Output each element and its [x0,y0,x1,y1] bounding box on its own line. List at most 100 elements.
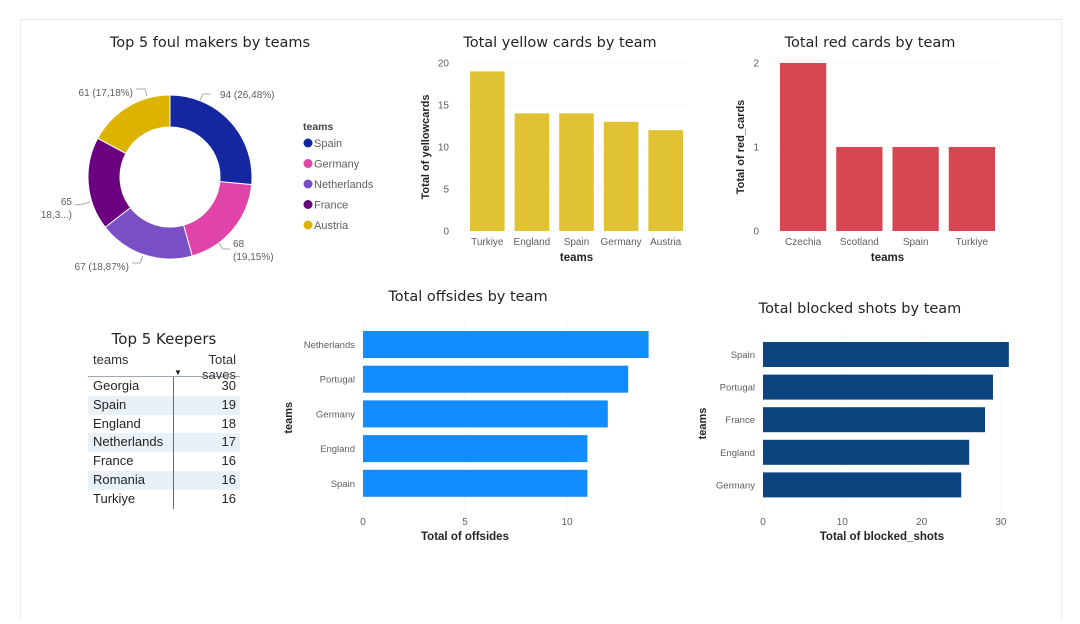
offsides-svg: 0 5 10 Netherlands Portugal Germany England Spa… [283,322,649,543]
bar-germany [603,121,639,231]
bar-turkiye [470,71,505,232]
legend-marker-netherlands [303,179,313,189]
table-row[interactable]: Georgia 30 [88,377,240,396]
y-tick-label: 2 [753,59,759,70]
y-axis-title: Total of yellowcards [420,95,432,200]
bar-spain [363,469,588,497]
cell-total-saves: 16 [221,490,236,506]
legend-marker-austria [303,220,313,230]
x-tick-label: 5 [462,517,468,528]
x-tick-label: Germany [601,237,642,248]
red-cards-svg: 0 1 2 Czechia Scotland Spain Turkiye teams Total… [735,59,1000,264]
blocked-shots-svg: 0 10 20 30 Spain Portugal France England Germany… [697,332,1009,543]
bar-portugal [763,374,993,400]
cell-team: Turkiye [88,489,174,509]
x-tick-label: England [514,237,551,248]
y-tick-label: Netherlands [304,340,355,351]
donut-slice-spain [169,94,253,186]
x-axis-title: Total of blocked_shots [820,531,944,543]
y-tick-label: 5 [443,185,449,196]
x-tick-label: Turkiye [956,237,989,248]
table-row[interactable]: Turkiye 16 [88,489,240,509]
keepers-table[interactable]: Top 5 Keepers teams Total saves ▼ Georgi… [88,330,240,509]
x-tick-label: Czechia [785,237,822,248]
bar-england [763,439,970,465]
table-row[interactable]: Netherlands 17 [88,433,240,453]
y-tick-label: Germany [716,480,755,491]
table-row[interactable]: Romania 16 [88,470,240,490]
legend-item-spain: Spain [314,138,342,150]
y-axis-title: teams [283,402,295,434]
x-tick-label: 0 [760,517,766,528]
bar-scotland [836,147,883,231]
column-header-total-saves[interactable]: Total saves [202,352,236,382]
report-canvas [20,19,1062,620]
red-chart-title: Total red cards by team [784,35,956,51]
table-row[interactable]: England 18 [88,414,240,434]
column-header-teams[interactable]: teams [93,352,129,367]
yellow-chart-title: Total yellow cards by team [463,35,657,51]
leader-line [132,255,144,264]
y-tick-label: Germany [316,409,355,420]
x-tick-label: Austria [650,237,682,248]
keepers-table-header: teams Total saves ▼ [88,352,240,382]
bar-spain [892,147,939,231]
x-tick-label: Scotland [840,237,879,248]
bar-england [363,435,588,463]
legend-marker-spain [303,138,313,148]
y-tick-label: Portugal [320,375,355,386]
cell-total-saves: 16 [221,453,236,469]
offsides-visual[interactable]: Total offsides by team 0 5 10 Netherlands Po… [280,282,680,552]
y-tick-label: England [320,444,355,455]
bar-germany [363,400,608,428]
y-tick-label: 10 [438,143,450,154]
fouls-donut-visual[interactable]: Top 5 foul makers by teams 94 (26,48%) 68… [40,30,380,280]
legend-title: teams [303,121,334,133]
bar-spain [763,342,1009,367]
y-tick-label: 1 [753,143,759,154]
bar-england [514,113,550,231]
data-label-germany: 68 (19,15%) [233,239,274,263]
y-axis-title: teams [697,408,709,440]
red-cards-visual[interactable]: Total red cards by team 0 1 2 Czechia Scotla… [715,30,1025,270]
y-tick-label: Spain [331,479,355,490]
legend-marker-germany [303,159,313,168]
x-tick-label: 10 [561,517,573,528]
offsides-chart-title: Total offsides by team [388,289,548,305]
legend-item-netherlands: Netherlands [314,179,374,191]
donut-slice-austria [97,94,171,155]
bar-turkiye [948,147,995,231]
y-tick-label: England [720,448,755,459]
bar-spain [559,113,594,231]
cell-team: Netherlands [88,433,174,453]
bar-france [763,407,986,433]
x-tick-label: Spain [564,237,590,248]
legend-item-austria: Austria [314,220,349,232]
table-row[interactable]: Spain 19 [88,395,240,415]
data-label-netherlands: 67 (18,87%) [75,262,129,273]
cell-team: Georgia [88,377,174,396]
cell-total-saves: 16 [221,471,236,487]
blocked-shots-visual[interactable]: Total blocked shots by team 0 10 20 30 Spain… [690,290,1040,550]
data-label-spain: 94 (26,48%) [220,90,274,101]
y-tick-label: 15 [438,101,450,112]
bar-portugal [363,365,629,393]
y-tick-label: 20 [438,59,450,70]
x-tick-label: 30 [995,517,1007,528]
x-tick-label: Turkiye [471,237,504,248]
table-row[interactable]: France 16 [88,452,240,471]
cell-team: Spain [88,395,174,415]
cell-team: Romania [88,470,174,490]
cell-total-saves: 18 [221,415,236,431]
keepers-table-title: Top 5 Keepers [111,330,217,348]
yellow-cards-visual[interactable]: Total yellow cards by team 0 5 10 15 20 Turki… [405,30,715,270]
leader-line [199,93,211,101]
yellow-cards-svg: 0 5 10 15 20 Turkiye England Spain Germany Austri… [420,59,688,264]
x-tick-label: Spain [903,237,929,248]
bar-germany [763,472,962,498]
sort-descending-icon[interactable]: ▼ [174,368,182,377]
bar-czechia [780,63,827,231]
cell-team: England [88,414,174,434]
data-label-france: 65 (18,3...) [40,197,72,221]
leader-line [217,241,230,250]
